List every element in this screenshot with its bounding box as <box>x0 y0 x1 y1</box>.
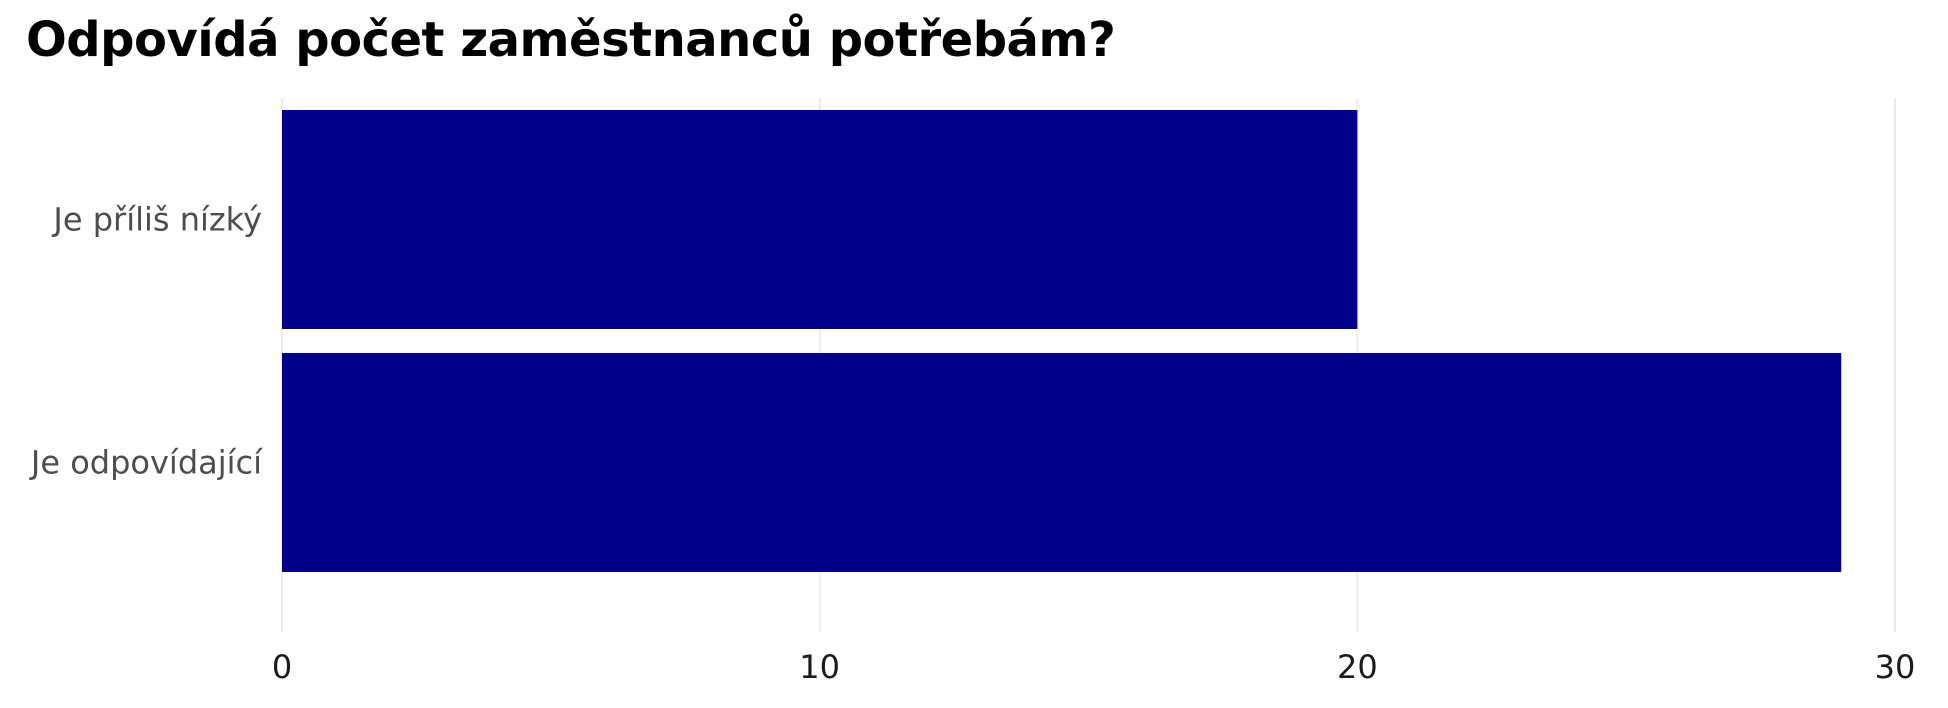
bar-layer <box>282 110 1842 572</box>
category-labels: Je příliš nízký Je odpovídající <box>29 201 263 482</box>
chart-title: Odpovídá počet zaměstnanců potřebám? <box>26 12 1116 68</box>
tick-labels: 0 10 20 30 <box>272 648 1916 686</box>
category-label: Je odpovídající <box>29 444 263 482</box>
x-tick-label: 30 <box>1875 648 1916 686</box>
category-label: Je příliš nízký <box>51 201 262 239</box>
x-tick-label: 0 <box>272 648 292 686</box>
x-tick-label: 20 <box>1337 648 1378 686</box>
bar <box>282 110 1358 329</box>
bar <box>282 353 1842 572</box>
x-tick-label: 10 <box>799 648 840 686</box>
